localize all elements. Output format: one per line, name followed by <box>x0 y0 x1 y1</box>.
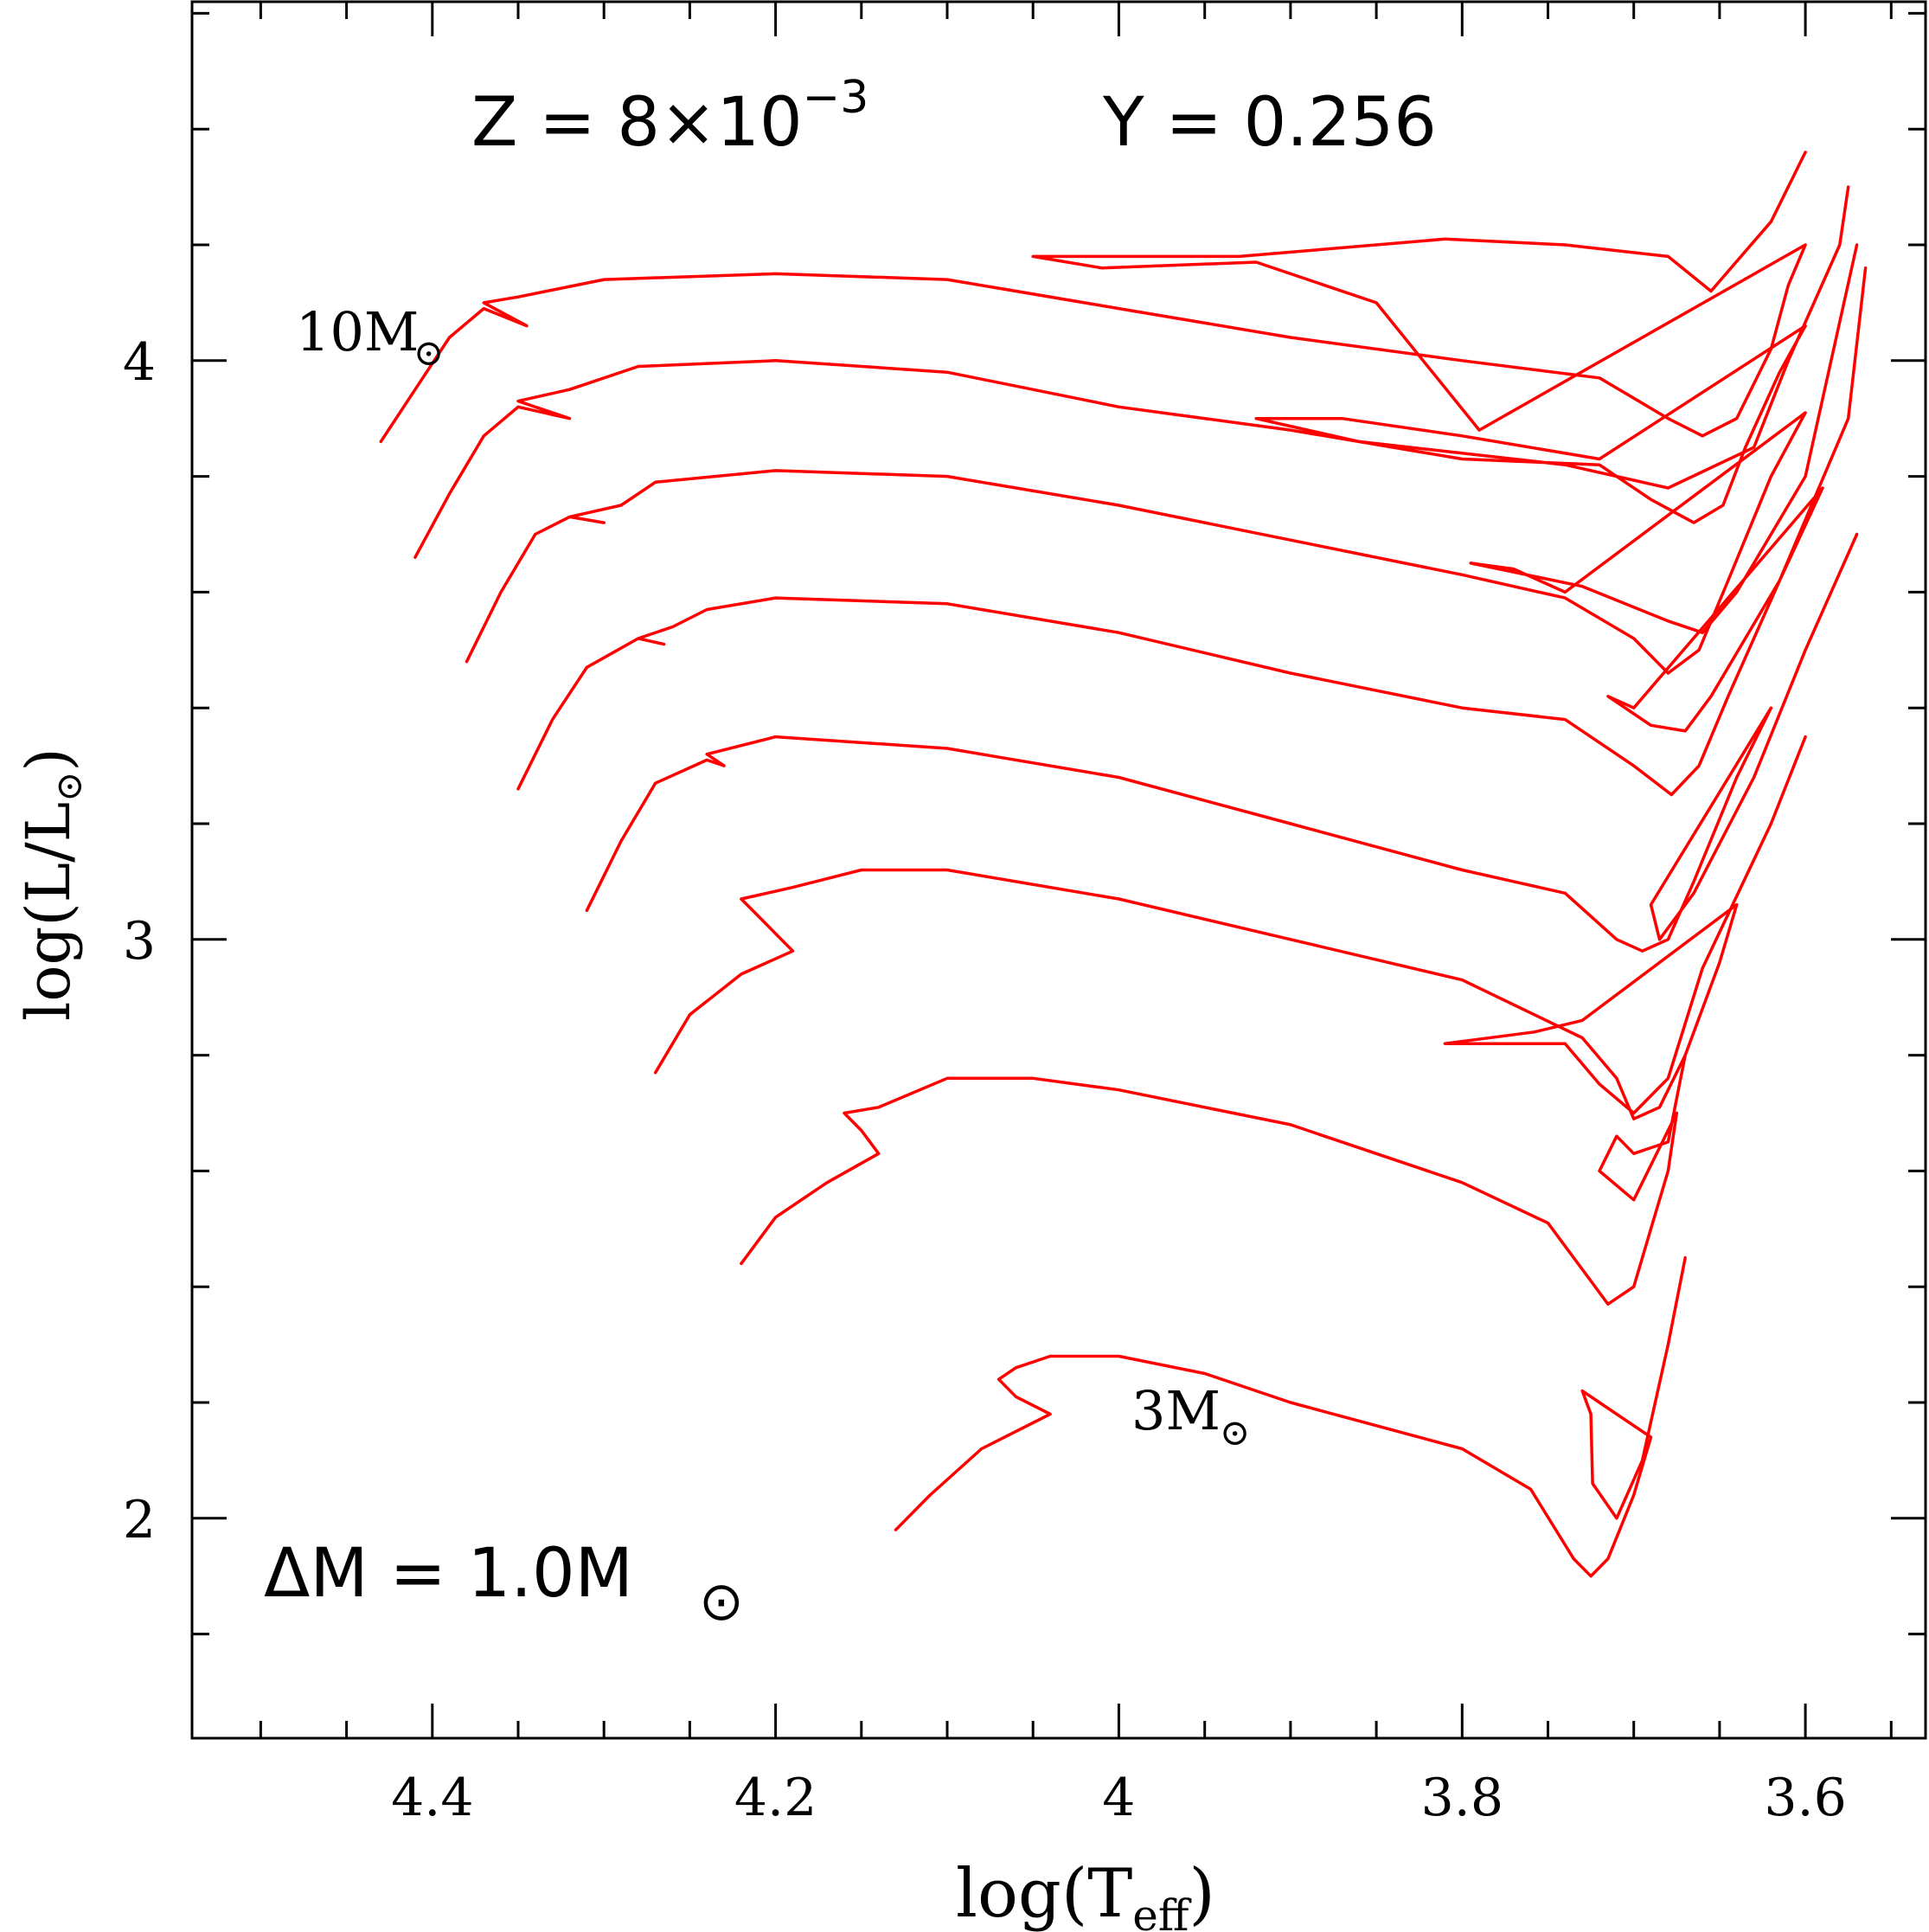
z-exponent: −3 <box>803 72 869 124</box>
x-tick-label: 4.2 <box>734 1768 817 1828</box>
x-tick-label: 3.8 <box>1421 1768 1503 1828</box>
label-10-sun-symbol: ⊙ <box>413 331 444 374</box>
mass-step-sun-symbol: ⊙ <box>699 1569 744 1633</box>
y-axis-title-sun: ⊙ <box>48 772 90 802</box>
x-tick-label: 4.4 <box>391 1768 473 1828</box>
axis-ticks <box>192 2 1926 1738</box>
track-5-msun <box>653 735 1807 1120</box>
x-tick-label: 4 <box>1102 1768 1135 1828</box>
track-7-msun <box>516 266 1868 797</box>
evolutionary-tracks <box>379 151 1868 1578</box>
track-3-msun <box>894 1255 1687 1578</box>
y-tick-label: 3 <box>123 911 156 972</box>
track-9-msun <box>413 185 1850 559</box>
y-tick-label: 4 <box>123 332 156 393</box>
plot-frame <box>190 0 1927 1740</box>
svg-text:log(L/L⊙): log(L/L⊙) <box>13 748 90 1021</box>
track-10-msun <box>379 151 1807 444</box>
x-tick-label: 3.6 <box>1764 1768 1846 1828</box>
mass-step-label: ΔM = 1.0M <box>264 1535 633 1613</box>
track-8-msun <box>465 243 1859 675</box>
label-10-msun: 10M <box>296 300 419 363</box>
y-helium-label: Y = 0.256 <box>1102 84 1437 162</box>
z-metallicity-label: Z = 8×10−3 <box>471 72 868 162</box>
y-tick-label: 2 <box>123 1490 156 1550</box>
y-axis-title: log(L/L⊙) <box>13 748 90 1021</box>
label-3-msun: 3M <box>1131 1379 1221 1442</box>
axis-tick-labels: 4.4 4.2 4 3.8 3.6 2 3 4 <box>123 332 1847 1828</box>
label-3-sun-symbol: ⊙ <box>1220 1411 1250 1454</box>
x-axis-title-sub: eff <box>1132 1890 1192 1932</box>
track-6-msun <box>585 532 1859 953</box>
x-axis-title: log(Teff) <box>956 1855 1215 1932</box>
track-4-msun <box>740 1053 1687 1306</box>
